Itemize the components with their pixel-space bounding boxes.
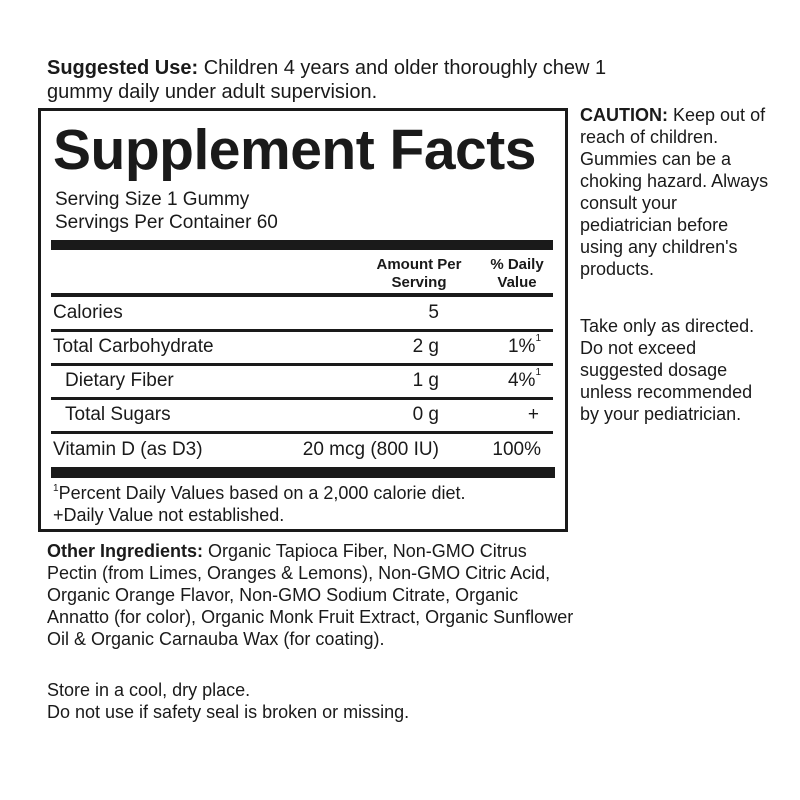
nutrient-row: Vitamin D (as D3) 20 mcg (800 IU) 100% [53,439,541,460]
footnote-not-established: +Daily Value not established. [53,505,285,525]
nutrient-row: Dietary Fiber 1 g 4%1 [65,367,541,391]
panel-title: Supplement Facts [53,118,536,182]
nutrient-row: Calories 5 [53,302,439,323]
caution-text: CAUTION: Keep out of reach of children. … [580,105,769,279]
servings-per-container: Servings Per Container 60 [55,212,278,233]
storage-line: Do not use if safety seal is broken or m… [47,702,410,722]
serving-size: Serving Size 1 Gummy [55,189,250,210]
divider [51,431,553,434]
supplement-facts-panel: Supplement Facts Serving Size 1 Gummy Se… [38,108,568,532]
divider [51,363,553,366]
header-daily-value: % Daily Value [490,256,544,291]
dosage-warning: Take only as directed. Do not exceed sug… [580,316,755,424]
nutrient-row: Total Carbohydrate 2 g 1%1 [53,333,541,357]
header-amount: Amount Per Serving [376,256,462,291]
thick-divider [51,467,555,478]
other-ingredients: Other Ingredients: Organic Tapioca Fiber… [47,541,574,649]
footnote-daily-values: 1Percent Daily Values based on a 2,000 c… [53,483,466,503]
storage-line: Store in a cool, dry place. [47,680,251,700]
divider [51,329,553,332]
storage-instructions: Store in a cool, dry place. Do not use i… [47,679,577,723]
divider [51,397,553,400]
divider [51,293,553,297]
thick-divider [51,240,553,250]
suggested-use: Suggested Use: Children 4 years and olde… [47,57,607,103]
nutrient-row: Total Sugars 0 g + [65,404,539,425]
